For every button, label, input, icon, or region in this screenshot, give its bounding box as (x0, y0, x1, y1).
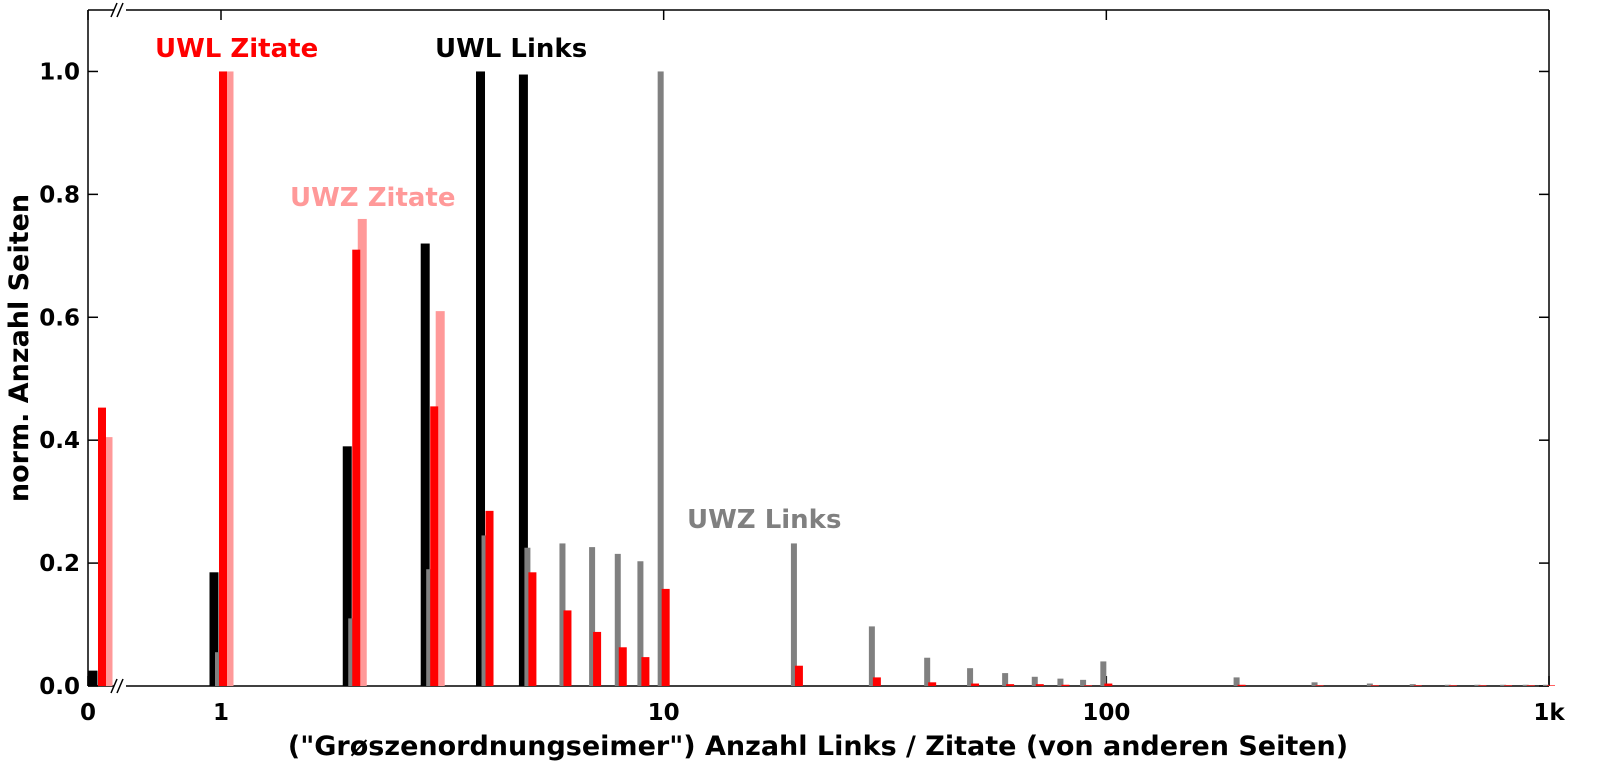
bar (518, 74, 528, 686)
bar (1061, 684, 1070, 686)
bar (971, 683, 980, 686)
bar (224, 71, 234, 687)
bar (559, 543, 566, 686)
bar (88, 670, 98, 686)
bar (1315, 685, 1324, 686)
bar (1526, 685, 1535, 686)
bar (357, 218, 367, 687)
bar (1057, 678, 1064, 686)
bar (1035, 684, 1044, 686)
x-axis-label: ("Grøszenordnungseimer") Anzahl Links / … (288, 731, 1348, 762)
bar (1478, 685, 1487, 686)
bar (872, 677, 881, 686)
axis-break (116, 678, 124, 694)
bar (641, 657, 650, 686)
bar (1370, 685, 1379, 686)
bar (1002, 673, 1009, 686)
bar (1448, 685, 1457, 686)
bar (426, 569, 433, 686)
y-axis-label: norm. Anzahl Seiten (4, 194, 35, 502)
x-tick-label: 0 (80, 700, 96, 726)
bar (1233, 677, 1240, 686)
bar (794, 665, 803, 686)
bar (215, 652, 221, 686)
axis-break (110, 678, 118, 694)
bar (661, 588, 670, 686)
bar (614, 553, 621, 686)
y-tick-label: 0.0 (39, 674, 80, 700)
bar (1080, 679, 1087, 686)
bar (1100, 661, 1107, 686)
bar (528, 572, 537, 686)
legend-label: UWL Links (435, 34, 587, 64)
bar (352, 249, 361, 686)
bar (435, 311, 445, 686)
bar (1474, 684, 1481, 686)
x-tick-label: 1k (1533, 700, 1565, 726)
bar (348, 618, 355, 686)
bar (1366, 683, 1373, 686)
legend-label: UWL Zitate (155, 34, 318, 64)
bar (98, 407, 106, 686)
bar (485, 510, 494, 686)
bar (1104, 683, 1113, 686)
y-tick-label: 0.6 (39, 305, 80, 331)
bar (219, 71, 227, 687)
x-tick-label: 100 (1082, 700, 1130, 726)
x-tick-label: 10 (648, 700, 680, 726)
bar (924, 657, 931, 686)
bar (103, 437, 113, 686)
bar (593, 631, 602, 686)
bar (1413, 685, 1422, 686)
bar (1237, 684, 1246, 686)
bar (1543, 684, 1549, 686)
bar (1006, 684, 1015, 686)
bar (481, 535, 488, 686)
bar (790, 543, 797, 686)
axis-break (110, 2, 118, 18)
bar (524, 547, 531, 686)
x-tick-label: 1 (213, 700, 229, 726)
bar (1031, 676, 1038, 686)
bar (618, 647, 627, 686)
bar (1409, 684, 1416, 686)
legend-label: UWZ Zitate (290, 183, 456, 213)
y-tick-label: 1.0 (39, 59, 80, 85)
bar (1522, 684, 1529, 686)
bar (1084, 685, 1093, 686)
y-tick-label: 0.8 (39, 182, 80, 208)
bar (589, 547, 596, 686)
bar (1547, 685, 1555, 686)
bar (928, 682, 937, 686)
bar (420, 243, 430, 686)
bar (209, 572, 219, 686)
bar (430, 406, 439, 686)
bar (1311, 682, 1318, 686)
bar (1500, 684, 1507, 686)
bar (342, 446, 352, 686)
y-tick-label: 0.4 (39, 428, 80, 454)
axis-break (116, 2, 124, 18)
bar (563, 610, 572, 686)
legend-label: UWZ Links (687, 505, 841, 535)
bar (1504, 685, 1513, 686)
bar (657, 71, 664, 687)
bar (637, 561, 644, 686)
bar (1444, 684, 1451, 686)
bar (967, 668, 974, 686)
bar (868, 626, 875, 686)
y-tick-label: 0.2 (39, 551, 80, 577)
bar (476, 71, 486, 687)
